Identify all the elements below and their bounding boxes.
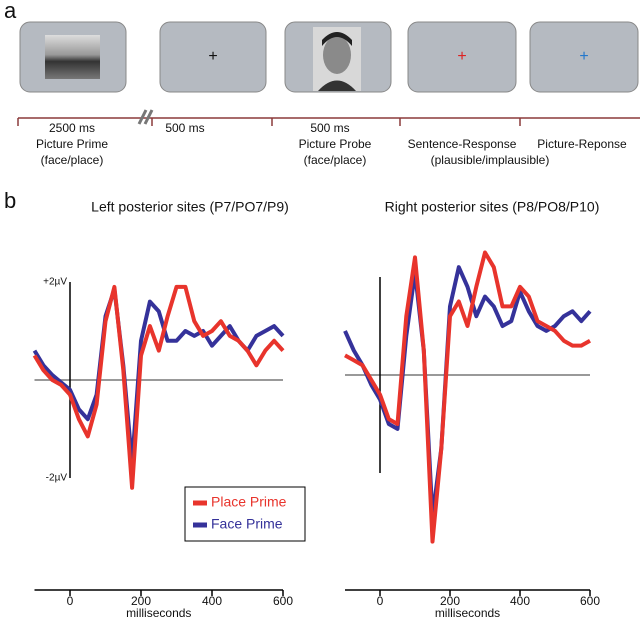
- x-tick-label: 200: [440, 594, 460, 608]
- x-axis-label: milliseconds: [126, 606, 191, 620]
- legend-box: [184, 486, 306, 542]
- x-tick-label: 400: [510, 594, 530, 608]
- chart-title: Right posterior sites (P8/PO8/P10): [385, 199, 600, 215]
- caption: Picture Prime: [36, 137, 108, 151]
- timeline: [17, 117, 640, 126]
- chart-title: Left posterior sites (P7/PO7/P9): [91, 199, 289, 215]
- y-tick-label: -2µV: [46, 473, 68, 484]
- x-tick-label: 0: [377, 594, 384, 608]
- series-line: [344, 250, 591, 544]
- caption: (plausible/implausible): [431, 153, 550, 167]
- panel-label: b: [4, 188, 16, 213]
- face-image: [313, 27, 361, 91]
- fixation-cross: +: [457, 48, 466, 65]
- screen: [407, 21, 517, 93]
- x-tick-label: 0: [67, 594, 74, 608]
- panel-label: a: [4, 0, 17, 23]
- caption: Sentence-Response: [408, 137, 517, 151]
- legend-label: Place Prime: [211, 494, 287, 510]
- landscape-image: [45, 35, 100, 79]
- x-tick-label: 400: [202, 594, 222, 608]
- screen: [529, 21, 639, 93]
- caption: Picture Probe: [299, 137, 372, 151]
- fixation-cross: +: [208, 48, 217, 65]
- screen: [159, 21, 267, 93]
- x-tick-label: 200: [131, 594, 151, 608]
- y-tick-label: +2µV: [43, 277, 67, 288]
- x-axis-label: milliseconds: [435, 606, 500, 620]
- legend-label: Face Prime: [211, 516, 283, 532]
- series-line: [32, 284, 285, 490]
- series-line: [343, 265, 592, 520]
- x-tick-label: 600: [273, 594, 293, 608]
- caption: Picture-Reponse: [537, 137, 627, 151]
- caption: (face/place): [304, 153, 367, 167]
- series-line: [32, 287, 285, 466]
- duration: 500 ms: [165, 121, 204, 135]
- duration: 2500 ms: [49, 121, 95, 135]
- break-mark: [137, 109, 154, 125]
- duration: 500 ms: [310, 121, 349, 135]
- fixation-cross: +: [579, 48, 588, 65]
- x-tick-label: 600: [580, 594, 600, 608]
- caption: (face/place): [41, 153, 104, 167]
